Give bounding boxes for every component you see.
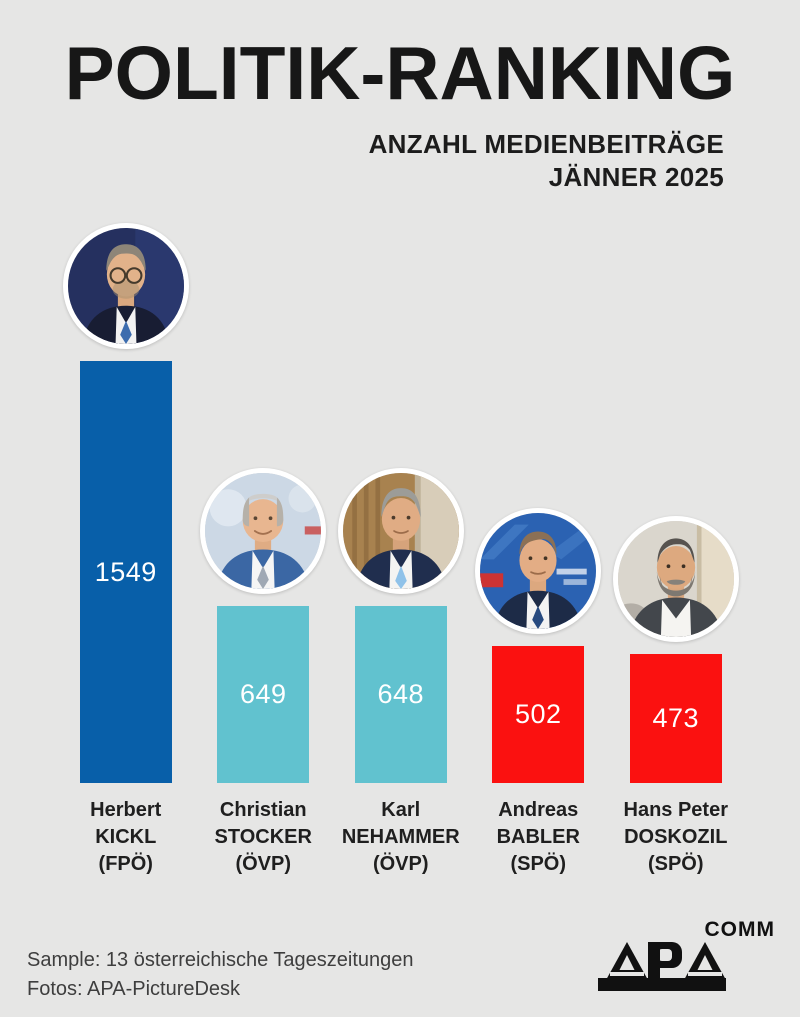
bar-column-kickl: 1549 — [57, 0, 195, 783]
last-name: KICKL — [95, 826, 157, 848]
bar-value-doskozil: 473 — [652, 703, 700, 733]
label-doskozil: Hans Peter DOSKOZIL (SPÖ) — [596, 797, 756, 878]
avatar-kickl-illustration — [67, 228, 184, 344]
bar-column-doskozil: 473 — [607, 0, 745, 783]
label-nehammer: Karl NEHAMMER (ÖVP) — [321, 797, 481, 878]
apa-logo-mark — [598, 942, 726, 991]
bar-column-stocker: 649 — [194, 0, 332, 783]
page-title: POLITIK-RANKING — [64, 31, 736, 115]
avatar-stocker-illustration — [205, 473, 322, 589]
party: (SPÖ) — [647, 853, 704, 875]
first-name: Karl — [381, 799, 421, 821]
photo-karl-nehammer — [337, 468, 464, 594]
first-name: Herbert — [90, 799, 162, 821]
bar-column-nehammer: 648 — [332, 0, 470, 783]
first-name: Hans Peter — [623, 799, 729, 821]
subtitle-line-1: ANZAHL MEDIENBEITRÄGE — [368, 129, 724, 159]
label-babler: Andreas BABLER (SPÖ) — [458, 797, 618, 878]
avatar-babler-illustration — [480, 513, 597, 629]
photo-hans-peter-doskozil — [612, 516, 739, 642]
bar-nehammer: 648 — [354, 606, 447, 783]
party: (SPÖ) — [510, 853, 567, 875]
last-name: NEHAMMER — [341, 826, 460, 848]
photo-herbert-kickl — [62, 223, 189, 349]
avatar-nehammer-illustration — [342, 473, 459, 589]
label-kickl: Herbert KICKL (FPÖ) — [46, 797, 206, 878]
first-name: Christian — [219, 799, 307, 821]
bar-babler: 502 — [492, 646, 585, 783]
sample-note: Sample: 13 österreichische Tageszeitunge… — [27, 949, 414, 971]
bar-doskozil: 473 — [629, 654, 722, 783]
last-name: BABLER — [496, 826, 580, 848]
photo-christian-stocker — [200, 468, 327, 594]
bar-value-babler: 502 — [514, 699, 562, 729]
party: (ÖVP) — [235, 853, 292, 875]
bar-column-babler: 502 — [469, 0, 607, 783]
party: (FPÖ) — [98, 853, 153, 875]
bar-kickl: 1549 — [79, 361, 172, 783]
logo-comm-text: COMM — [704, 918, 775, 941]
bar-value-stocker: 649 — [239, 679, 287, 709]
avatar-doskozil-illustration — [617, 521, 734, 637]
apa-comm-logo: COMM — [598, 916, 775, 994]
subtitle-line-2: JÄNNER 2025 — [548, 162, 724, 192]
bar-value-nehammer: 648 — [377, 679, 425, 709]
photo-andreas-babler — [475, 508, 602, 634]
party: (ÖVP) — [372, 853, 429, 875]
first-name: Andreas — [498, 799, 579, 821]
bar-value-kickl: 1549 — [94, 556, 157, 587]
source-note: Sample: 13 österreichische Tageszeitunge… — [27, 946, 414, 1004]
bar-stocker: 649 — [217, 606, 310, 783]
fotos-note: Fotos: APA-PictureDesk — [27, 978, 241, 1000]
last-name: STOCKER — [214, 826, 312, 848]
label-stocker: Christian STOCKER (ÖVP) — [183, 797, 343, 878]
last-name: DOSKOZIL — [624, 826, 728, 848]
bar-chart: 1549 — [57, 0, 745, 783]
chart-subtitle: ANZAHL MEDIENBEITRÄGE JÄNNER 2025 — [369, 128, 724, 194]
